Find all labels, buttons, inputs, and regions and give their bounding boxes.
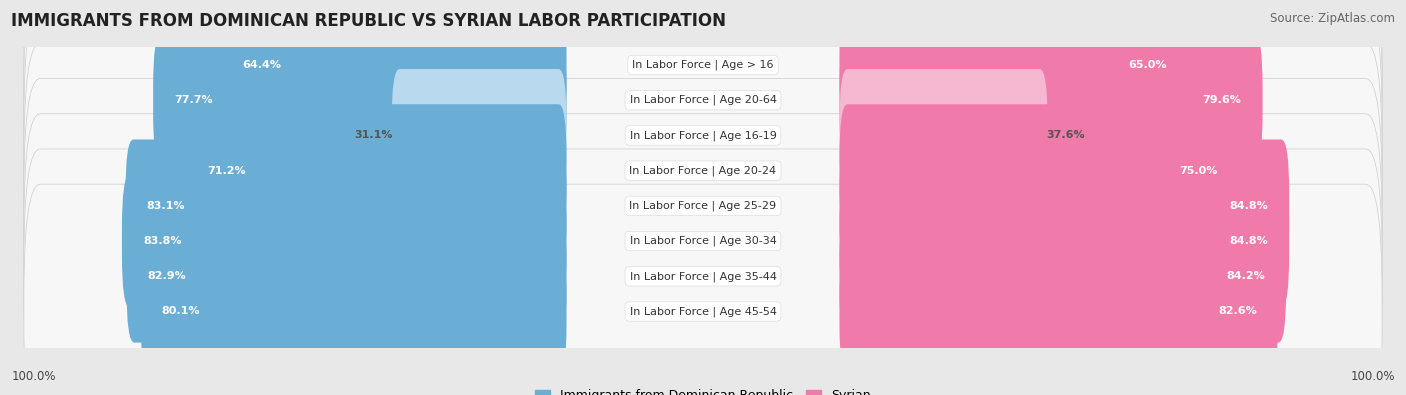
Text: In Labor Force | Age 35-44: In Labor Force | Age 35-44 — [630, 271, 776, 282]
FancyBboxPatch shape — [122, 175, 567, 307]
Text: 84.8%: 84.8% — [1229, 236, 1268, 246]
FancyBboxPatch shape — [24, 114, 1382, 369]
Text: 80.1%: 80.1% — [162, 307, 200, 316]
Text: 77.7%: 77.7% — [174, 95, 212, 105]
Text: 83.1%: 83.1% — [146, 201, 186, 211]
Text: 71.2%: 71.2% — [207, 166, 246, 176]
FancyBboxPatch shape — [839, 139, 1289, 272]
Text: 100.0%: 100.0% — [11, 370, 56, 383]
FancyBboxPatch shape — [839, 175, 1289, 307]
FancyBboxPatch shape — [839, 245, 1278, 378]
Text: IMMIGRANTS FROM DOMINICAN REPUBLIC VS SYRIAN LABOR PARTICIPATION: IMMIGRANTS FROM DOMINICAN REPUBLIC VS SY… — [11, 12, 727, 30]
Text: 65.0%: 65.0% — [1129, 60, 1167, 70]
FancyBboxPatch shape — [153, 34, 567, 167]
Legend: Immigrants from Dominican Republic, Syrian: Immigrants from Dominican Republic, Syri… — [530, 384, 876, 395]
FancyBboxPatch shape — [24, 8, 1382, 263]
FancyBboxPatch shape — [839, 34, 1263, 167]
FancyBboxPatch shape — [187, 104, 567, 237]
Text: In Labor Force | Age > 16: In Labor Force | Age > 16 — [633, 60, 773, 70]
FancyBboxPatch shape — [221, 0, 567, 132]
Text: 84.8%: 84.8% — [1229, 201, 1268, 211]
FancyBboxPatch shape — [24, 184, 1382, 395]
FancyBboxPatch shape — [24, 149, 1382, 395]
Text: In Labor Force | Age 20-64: In Labor Force | Age 20-64 — [630, 95, 776, 105]
Text: In Labor Force | Age 45-54: In Labor Force | Age 45-54 — [630, 306, 776, 317]
FancyBboxPatch shape — [125, 139, 567, 272]
Text: 31.1%: 31.1% — [354, 130, 392, 141]
Text: 75.0%: 75.0% — [1180, 166, 1218, 176]
Text: In Labor Force | Age 20-24: In Labor Force | Age 20-24 — [630, 166, 776, 176]
FancyBboxPatch shape — [141, 245, 567, 378]
Text: 84.2%: 84.2% — [1226, 271, 1265, 281]
FancyBboxPatch shape — [127, 210, 567, 342]
Text: 37.6%: 37.6% — [1046, 130, 1085, 141]
Text: 79.6%: 79.6% — [1202, 95, 1241, 105]
FancyBboxPatch shape — [839, 210, 1286, 342]
Text: 64.4%: 64.4% — [242, 60, 281, 70]
FancyBboxPatch shape — [392, 69, 567, 202]
FancyBboxPatch shape — [24, 43, 1382, 298]
FancyBboxPatch shape — [24, 0, 1382, 228]
Text: 82.9%: 82.9% — [148, 271, 186, 281]
Text: In Labor Force | Age 25-29: In Labor Force | Age 25-29 — [630, 201, 776, 211]
Text: In Labor Force | Age 30-34: In Labor Force | Age 30-34 — [630, 236, 776, 246]
FancyBboxPatch shape — [839, 104, 1239, 237]
Text: Source: ZipAtlas.com: Source: ZipAtlas.com — [1270, 12, 1395, 25]
FancyBboxPatch shape — [839, 69, 1047, 202]
Text: 82.6%: 82.6% — [1218, 307, 1257, 316]
Text: 100.0%: 100.0% — [1350, 370, 1395, 383]
FancyBboxPatch shape — [24, 0, 1382, 192]
Text: In Labor Force | Age 16-19: In Labor Force | Age 16-19 — [630, 130, 776, 141]
Text: 83.8%: 83.8% — [143, 236, 181, 246]
FancyBboxPatch shape — [24, 79, 1382, 333]
FancyBboxPatch shape — [839, 0, 1188, 132]
